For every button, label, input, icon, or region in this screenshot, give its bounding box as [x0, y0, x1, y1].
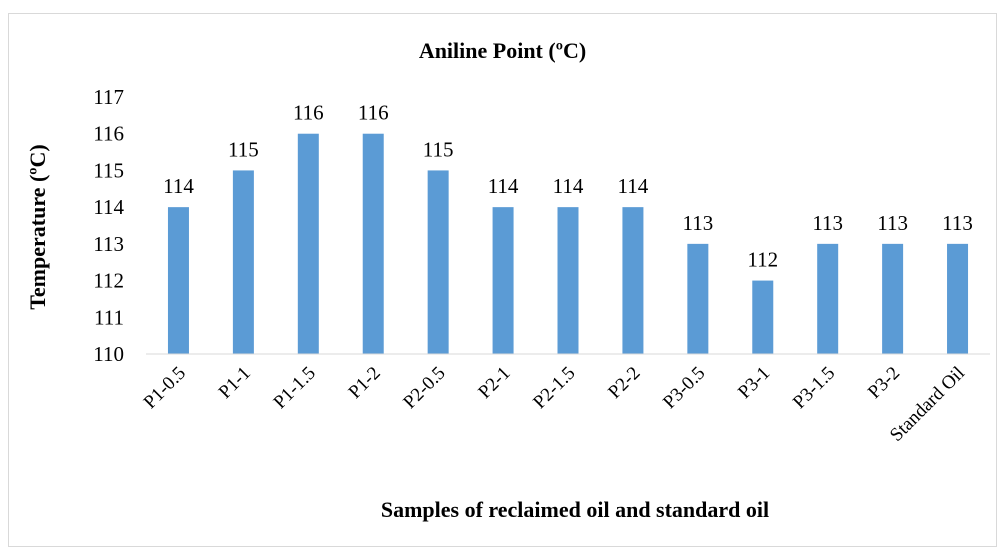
x-axis-ticks: P1-0.5 P1-1 P1-1.5 P1-2 P2-0.5 P2-1 P2-1.5 P2-2…	[140, 363, 969, 446]
x-tick-label: P1-0.5	[140, 363, 190, 413]
data-label: 115	[423, 137, 454, 161]
bar	[622, 207, 644, 354]
bar	[427, 170, 449, 354]
chart-title: Aniline Point (ºC)	[418, 38, 587, 63]
y-tick-label: 115	[93, 158, 124, 182]
x-tick-label: P1-2	[345, 363, 385, 403]
data-label: 113	[942, 211, 973, 235]
bar	[947, 243, 969, 354]
data-label: 116	[293, 101, 324, 125]
data-label: 112	[747, 248, 778, 272]
y-tick-label: 112	[93, 269, 124, 293]
data-label: 114	[488, 174, 519, 198]
y-tick-label: 117	[93, 85, 124, 109]
y-axis-ticks: 110 111 112 113 114 115 116 117	[93, 85, 124, 366]
x-tick-label: P3-1.5	[789, 363, 839, 413]
y-tick-label: 111	[94, 305, 124, 329]
x-tick-label: P3-0.5	[659, 363, 709, 413]
data-label: 115	[228, 137, 259, 161]
data-label: 113	[812, 211, 843, 235]
bar	[687, 243, 709, 354]
y-tick-label: 114	[93, 195, 124, 219]
bar	[492, 207, 514, 354]
data-label: 114	[163, 174, 194, 198]
data-label: 114	[618, 174, 649, 198]
bar	[362, 133, 384, 354]
x-tick-label: P1-1.5	[270, 363, 320, 413]
x-tick-label: P1-1	[215, 363, 255, 403]
bar	[882, 243, 904, 354]
bar	[167, 207, 189, 354]
x-tick-label: P2-2	[604, 363, 644, 403]
data-label: 116	[358, 101, 389, 125]
bar	[752, 280, 774, 354]
y-tick-label: 110	[93, 342, 124, 366]
bar	[297, 133, 319, 354]
data-label: 114	[553, 174, 584, 198]
bar	[817, 243, 839, 354]
bar-series	[167, 133, 969, 354]
bar	[232, 170, 254, 354]
x-tick-label: P3-1	[734, 363, 774, 403]
x-tick-label: P2-1.5	[529, 363, 579, 413]
y-tick-label: 116	[93, 122, 124, 146]
x-tick-label: P3-2	[864, 363, 904, 403]
bar	[557, 207, 579, 354]
x-tick-label: P2-0.5	[399, 363, 449, 413]
data-label: 113	[877, 211, 908, 235]
data-labels: 114 115 116 116 115 114 114 114 113 112 113 113 113	[163, 101, 973, 272]
y-tick-label: 113	[93, 232, 124, 256]
x-axis-title: Samples of reclaimed oil and standard oi…	[380, 497, 770, 522]
data-label: 113	[682, 211, 713, 235]
x-tick-label: P2-1	[474, 363, 514, 403]
